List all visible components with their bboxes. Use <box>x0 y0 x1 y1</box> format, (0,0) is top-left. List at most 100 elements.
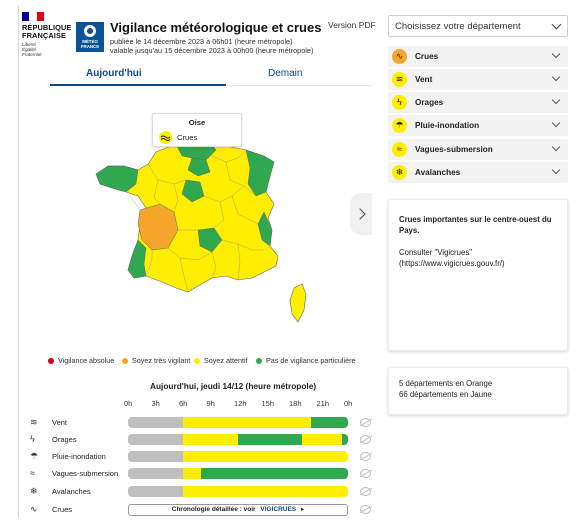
timeline-segment-green <box>311 417 348 428</box>
eye-off-icon[interactable] <box>360 418 371 427</box>
timeline-segment-gray <box>128 468 183 479</box>
rain-flood-icon: ☂ <box>30 451 39 461</box>
vigicrues-link[interactable]: (https://www.vigicrues.gouv.fr/) <box>399 259 505 268</box>
wind-icon: ≋ <box>30 417 38 427</box>
motto-liberte: Liberté <box>22 42 37 47</box>
legend-label: Soyez très vigilant <box>132 356 191 365</box>
timeline-segment-yellow <box>183 417 312 428</box>
risk-label: Vagues-submersion <box>415 145 493 154</box>
risk-item-pluie-inondation[interactable]: ☂ Pluie-inondation <box>388 115 568 136</box>
meteo-logo-line2: FRANCE <box>80 44 100 49</box>
timeline-hour-label: 12h <box>234 399 247 408</box>
timeline-segment-yellow <box>183 486 348 497</box>
chevron-down-icon <box>551 165 561 175</box>
risk-item-orages[interactable]: ϟ Orages <box>388 92 568 113</box>
rain-flood-icon: ☂ <box>392 118 407 133</box>
chevron-down-icon <box>551 19 562 30</box>
waves-icon: ≈ <box>392 142 407 157</box>
republic-title-line2: FRANÇAISE <box>22 31 67 40</box>
tab-tomorrow[interactable]: Demain <box>268 68 303 79</box>
risk-item-crues[interactable]: ∿ Crues <box>388 46 568 67</box>
page-frame <box>18 6 578 518</box>
timeline-segment-green <box>238 434 303 445</box>
department-select[interactable]: Choisissez votre département <box>388 15 568 37</box>
timeline-segment-yellow <box>183 468 202 479</box>
chevron-down-icon <box>551 142 561 152</box>
legend-item-green: Pas de vigilance particulière <box>256 356 356 365</box>
timeline-row-label: Vent <box>52 418 68 427</box>
bulletin-text: Crues importantes sur le centre-ouest du… <box>399 215 552 235</box>
green-region-alps <box>257 211 273 247</box>
timeline-bar[interactable] <box>128 486 348 497</box>
wind-icon: ≋ <box>392 72 407 87</box>
timeline-row-label: Avalanches <box>52 487 91 496</box>
timeline-bar[interactable] <box>128 451 348 462</box>
risk-item-avalanches[interactable]: ❄ Avalanches <box>388 162 568 183</box>
green-dot-icon <box>256 357 262 364</box>
yellow-dot-icon <box>194 357 200 364</box>
vigicrues-consult-text[interactable]: Consulter "Vigicrues" <box>399 248 472 257</box>
meteo-logo-line1: MÉTÉO <box>82 39 98 44</box>
eye-off-icon[interactable] <box>360 435 371 444</box>
timeline-bar[interactable] <box>128 434 348 445</box>
risk-item-vent[interactable]: ≋ Vent <box>388 69 568 90</box>
panel-toggle-arrow-button[interactable] <box>350 193 372 235</box>
tab-today[interactable]: Aujourd'hui <box>86 68 142 79</box>
department-count-card: 5 départements en Orange 66 départements… <box>388 367 568 415</box>
timeline-bar[interactable] <box>128 417 348 428</box>
chevron-down-icon <box>551 49 561 59</box>
map-tooltip: Oise Crues <box>152 113 242 147</box>
risk-item-vagues-submersion[interactable]: ≈ Vagues-submersion <box>388 139 568 160</box>
eye-off-icon[interactable] <box>360 487 371 496</box>
timeline-title: Aujourd'hui, jeudi 14/12 (heure métropol… <box>150 381 317 391</box>
eye-off-icon[interactable] <box>360 469 371 478</box>
red-dot-icon <box>48 357 54 364</box>
risk-label: Crues <box>415 52 439 61</box>
green-region-paris <box>187 157 211 177</box>
legend-item-yellow: Soyez attentif <box>194 356 248 365</box>
orange-count: 5 départements en Orange <box>399 379 493 388</box>
waves-icon: ≈ <box>30 468 35 478</box>
motto-fraternite: Fraternité <box>22 52 42 57</box>
green-region-southwest <box>127 239 147 279</box>
department-select-label: Choisissez votre département <box>395 21 521 32</box>
timeline-segment-gray <box>128 451 183 462</box>
timeline-bar[interactable] <box>128 468 348 479</box>
chevron-down-icon <box>551 95 561 105</box>
timeline-segment-green <box>201 468 348 479</box>
meteo-france-logo[interactable]: MÉTÉO FRANCE <box>76 22 104 52</box>
republic-title-line1: RÉPUBLIQUE <box>22 23 72 32</box>
eye-off-icon[interactable] <box>360 452 371 461</box>
timeline-segment-gray <box>128 417 183 428</box>
version-pdf-link[interactable]: Version PDF <box>328 20 376 30</box>
chevron-down-icon <box>551 118 561 128</box>
green-region-east <box>245 149 275 197</box>
risk-label: Vent <box>415 75 433 84</box>
timeline-row-label: Orages <box>52 435 77 444</box>
risk-label: Pluie-inondation <box>415 121 480 130</box>
timeline-hour-label: 0h <box>344 399 353 408</box>
legend-item-red: Vigilance absolue <box>48 356 114 365</box>
timeline-hour-label: 21h <box>316 399 330 408</box>
timeline-segment-gray <box>128 434 183 445</box>
eye-off-icon[interactable] <box>360 505 371 514</box>
play-arrow-icon: ▸ <box>300 506 305 513</box>
legend-label: Pas de vigilance particulière <box>266 356 356 365</box>
lightning-icon: ϟ <box>30 434 35 444</box>
chronology-button[interactable]: Chronologie détaillée : voir VIGICRUES ▸ <box>128 504 348 516</box>
flood-icon: ∿ <box>392 49 407 64</box>
timeline-segment-yellow <box>302 434 343 445</box>
chronology-label: Chronologie détaillée : voir <box>171 506 256 513</box>
bulletin-card: Crues importantes sur le centre-ouest du… <box>388 199 568 351</box>
legend-label: Vigilance absolue <box>58 356 115 365</box>
avalanche-icon: ❄ <box>30 486 38 496</box>
flood-icon: ∿ <box>30 504 38 514</box>
motto-egalite: Égalité <box>22 47 37 52</box>
timeline-segment-yellow <box>183 434 238 445</box>
lightning-icon: ϟ <box>392 95 407 110</box>
french-flag-icon <box>22 12 44 21</box>
timeline-segment-gray <box>128 486 183 497</box>
tooltip-risk: Crues <box>177 133 198 142</box>
timeline-segment-yellow <box>183 451 348 462</box>
risk-label: Orages <box>415 98 444 107</box>
